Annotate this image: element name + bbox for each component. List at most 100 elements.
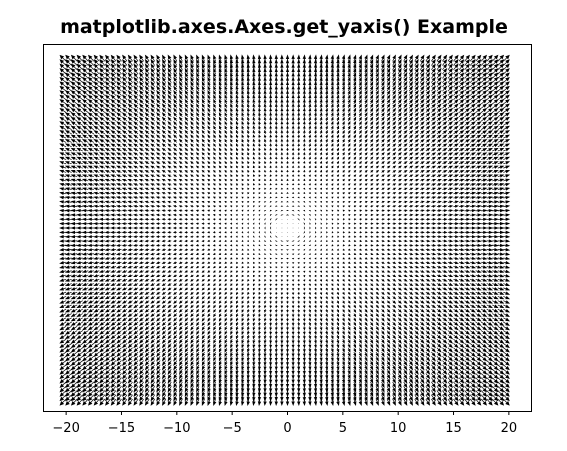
quiver-arrow [321, 258, 322, 259]
quiver-arrow [354, 197, 356, 198]
quiver-arrow [354, 279, 356, 281]
quiver-arrow [315, 241, 316, 242]
quiver-arrow [236, 219, 237, 220]
quiver-arrow [242, 275, 243, 277]
quiver-arrow [276, 262, 277, 263]
quiver-arrow [354, 206, 356, 207]
quiver-arrow [298, 188, 299, 189]
quiver-arrow [253, 215, 254, 216]
quiver-arrow [248, 254, 249, 255]
quiver-arrow [219, 253, 221, 254]
quiver-arrow [253, 223, 254, 224]
quiver-arrow [343, 271, 345, 273]
quiver-arrow [337, 249, 338, 250]
quiver-arrow [248, 215, 249, 216]
quiver-arrow [321, 210, 322, 211]
quiver-arrow [337, 193, 338, 194]
quiver-arrow [304, 215, 305, 216]
quiver-arrow [343, 184, 345, 186]
quiver-arrow [236, 188, 237, 189]
quiver-arrow [219, 249, 221, 250]
quiver-arrow [248, 210, 249, 211]
quiver-arrow [343, 201, 345, 202]
quiver-arrow [214, 262, 216, 263]
quiver-arrow [354, 201, 356, 202]
quiver-arrow [259, 232, 260, 233]
quiver-arrow [225, 210, 227, 211]
quiver-arrow [248, 175, 249, 177]
quiver-arrow [343, 193, 345, 194]
quiver-arrow [259, 258, 260, 259]
quiver-arrow [236, 271, 237, 273]
quiver-arrow [348, 245, 350, 246]
quiver-arrow [219, 175, 221, 177]
quiver-arrow [315, 254, 316, 255]
quiver-arrow [236, 245, 237, 246]
quiver-arrow [276, 197, 277, 198]
quiver-arrow [219, 179, 221, 181]
quiver-arrow [337, 206, 338, 207]
quiver-arrow [219, 201, 221, 202]
quiver-arrow [265, 201, 266, 202]
quiver-arrow [242, 219, 243, 220]
quiver-arrow [287, 197, 288, 198]
quiver-arrow [343, 214, 345, 215]
quiver-arrow [326, 279, 327, 281]
quiver-arrow [236, 258, 237, 259]
quiver-arrow [321, 206, 322, 207]
quiver-arrow [248, 201, 249, 202]
quiver-arrow [332, 214, 333, 215]
quiver-arrow [304, 271, 305, 273]
quiver-arrow [242, 266, 243, 267]
quiver-arrow [337, 184, 338, 186]
quiver-arrow [310, 232, 311, 233]
quiver-arrow [248, 262, 249, 263]
quiver-arrow [310, 249, 311, 250]
quiver-arrow [270, 193, 271, 194]
quiver-arrow [348, 201, 350, 202]
quiver-arrow [253, 197, 254, 198]
quiver-arrow [304, 262, 305, 263]
quiver-arrow [276, 254, 277, 255]
quiver-arrow [242, 197, 243, 198]
quiver-arrow [293, 206, 294, 207]
quiver-arrow [253, 262, 254, 263]
quiver-arrow [337, 241, 338, 242]
quiver-arrow [248, 241, 249, 242]
quiver-arrow [354, 175, 356, 177]
quiver-arrow [259, 197, 260, 198]
quiver-arrow [242, 170, 243, 172]
quiver-arrow [242, 210, 243, 211]
quiver-arrow [309, 275, 310, 277]
quiver-arrow [309, 179, 310, 181]
quiver-arrow [332, 210, 333, 211]
quiver-arrow [337, 275, 338, 277]
quiver-arrow [259, 266, 260, 267]
quiver-arrow [293, 201, 294, 202]
quiver-arrow [253, 258, 254, 259]
quiver-arrow [321, 241, 322, 242]
quiver-arrow [298, 245, 299, 246]
quiver-arrow [259, 175, 260, 177]
quiver-arrow [304, 245, 305, 246]
quiver-arrow [337, 219, 338, 220]
quiver-arrow [219, 262, 221, 263]
quiver-arrow [315, 175, 316, 177]
quiver-arrow [236, 206, 237, 207]
quiver-arrow [225, 175, 227, 177]
quiver-arrow [309, 258, 310, 259]
quiver-arrow [332, 170, 333, 172]
quiver-arrow [276, 219, 277, 220]
quiver-arrow [348, 184, 350, 186]
quiver-arrow [253, 266, 254, 267]
quiver-arrow [248, 232, 249, 233]
quiver-arrow [310, 241, 311, 242]
quiver-arrow [225, 279, 227, 281]
quiver-arrow [315, 279, 316, 281]
quiver-arrow [293, 245, 294, 246]
quiver-arrow [242, 241, 243, 242]
quiver-arrow [219, 275, 221, 277]
quiver-arrow [332, 197, 333, 198]
quiver-arrow [259, 262, 260, 263]
quiver-arrow [242, 284, 243, 286]
